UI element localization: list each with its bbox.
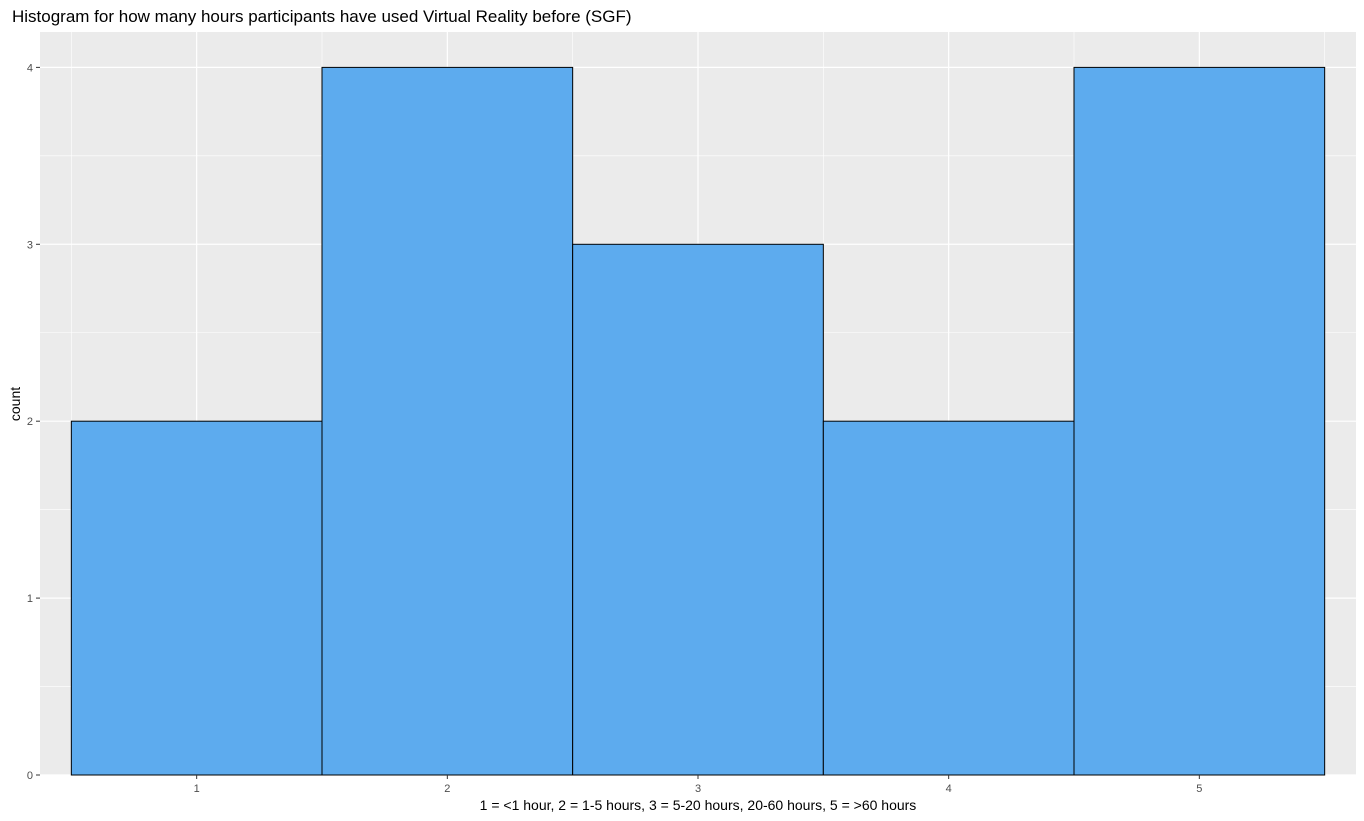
x-axis-ticks: 1 2 3 4 5 bbox=[194, 775, 1202, 795]
y-tick-label: 2 bbox=[27, 416, 33, 428]
y-tick-label: 0 bbox=[27, 770, 33, 782]
chart-title: Histogram for how many hours participant… bbox=[12, 7, 632, 26]
histogram-bars bbox=[70, 66, 1326, 776]
x-tick-label: 5 bbox=[1196, 783, 1202, 795]
x-tick-label: 2 bbox=[444, 783, 450, 795]
y-axis-title: count bbox=[7, 387, 23, 421]
histogram-bar-1 bbox=[70, 420, 323, 776]
x-tick-label: 1 bbox=[194, 783, 200, 795]
histogram-bar-5 bbox=[1073, 66, 1326, 776]
y-axis-ticks: 0 1 2 3 4 bbox=[27, 62, 40, 782]
histogram-bar-2 bbox=[321, 66, 574, 776]
x-tick-label: 3 bbox=[695, 783, 701, 795]
x-axis-title: 1 = <1 hour, 2 = 1-5 hours, 3 = 5-20 hou… bbox=[480, 797, 917, 813]
y-tick-label: 3 bbox=[27, 239, 33, 251]
y-tick-label: 1 bbox=[27, 593, 33, 605]
y-tick-label: 4 bbox=[27, 62, 33, 74]
histogram-bar-3 bbox=[572, 243, 824, 776]
histogram-bar-4 bbox=[822, 420, 1075, 776]
x-tick-label: 4 bbox=[946, 783, 952, 795]
